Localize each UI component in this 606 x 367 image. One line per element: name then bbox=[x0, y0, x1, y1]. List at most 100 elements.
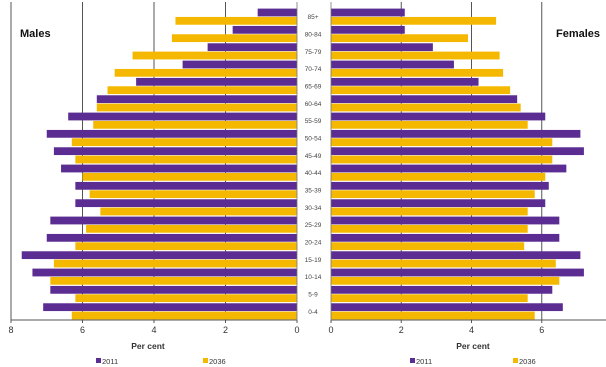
bar-males-2036-55-59 bbox=[93, 120, 297, 129]
bar-males-2011-55-59 bbox=[68, 112, 297, 121]
bar-females-2011-10-14 bbox=[331, 268, 584, 277]
bar-females-2011-70-74 bbox=[331, 60, 454, 69]
bar-males-2036-85+ bbox=[175, 16, 297, 25]
age-group-label: 5-9 bbox=[308, 292, 318, 299]
age-group-label: 30-34 bbox=[305, 205, 322, 212]
bar-males-2011-30-34 bbox=[75, 199, 297, 208]
x-tick-label: 0 bbox=[328, 325, 333, 335]
bar-males-2011-20-24 bbox=[46, 233, 297, 242]
bar-males-2036-0-4 bbox=[71, 311, 298, 320]
legend-swatch-2011 bbox=[96, 358, 101, 363]
bar-females-2036-30-34 bbox=[331, 207, 528, 216]
bar-females-2011-75-79 bbox=[331, 43, 433, 52]
bar-males-2036-65-69 bbox=[107, 86, 298, 95]
age-group-label: 35-39 bbox=[305, 188, 322, 195]
x-tick-label: 6 bbox=[539, 325, 544, 335]
bar-males-2036-70-74 bbox=[114, 68, 297, 77]
bar-females-2036-45-49 bbox=[331, 155, 553, 164]
age-group-label: 65-69 bbox=[305, 84, 322, 91]
x-tick-label: 8 bbox=[8, 325, 13, 335]
bar-females-2011-25-29 bbox=[331, 216, 560, 225]
bar-females-2036-25-29 bbox=[331, 224, 528, 233]
bar-females-2011-15-19 bbox=[331, 251, 581, 260]
x-tick-label: 6 bbox=[80, 325, 85, 335]
bar-males-2011-40-44 bbox=[61, 164, 297, 173]
legend-label-2011: 2011 bbox=[102, 357, 118, 366]
age-group-label: 45-49 bbox=[305, 153, 322, 160]
age-group-label: 85+ bbox=[307, 14, 318, 21]
bar-males-2011-0-4 bbox=[43, 303, 297, 312]
bar-females-2036-10-14 bbox=[331, 276, 560, 285]
bar-males-2036-60-64 bbox=[96, 103, 297, 112]
legend-swatch-2011 bbox=[410, 358, 415, 363]
legend-swatch-2036 bbox=[203, 358, 208, 363]
x-axis-title: Per cent bbox=[456, 341, 490, 351]
bar-females-2011-5-9 bbox=[331, 285, 553, 294]
bar-males-2011-60-64 bbox=[96, 95, 297, 104]
x-tick-label: 2 bbox=[223, 325, 228, 335]
bar-males-2036-35-39 bbox=[89, 190, 298, 199]
bar-females-2011-20-24 bbox=[331, 233, 560, 242]
x-tick-label: 4 bbox=[469, 325, 474, 335]
bar-females-2036-75-79 bbox=[331, 51, 500, 60]
legend-swatch-2036 bbox=[513, 358, 518, 363]
bar-males-2036-30-34 bbox=[100, 207, 297, 216]
bar-males-2011-85+ bbox=[257, 8, 297, 17]
bar-females-2036-60-64 bbox=[331, 103, 521, 112]
bar-females-2036-65-69 bbox=[331, 86, 511, 95]
bar-females-2011-0-4 bbox=[331, 303, 563, 312]
age-group-label: 80-84 bbox=[305, 32, 322, 39]
bar-females-2036-50-54 bbox=[331, 138, 553, 147]
bar-males-2011-35-39 bbox=[75, 181, 297, 190]
males-title: Males bbox=[20, 28, 51, 40]
bar-females-2011-85+ bbox=[331, 8, 405, 17]
age-group-label: 50-54 bbox=[305, 136, 322, 143]
bar-males-2011-65-69 bbox=[136, 77, 297, 86]
bar-males-2036-45-49 bbox=[75, 155, 297, 164]
bar-females-2011-65-69 bbox=[331, 77, 479, 86]
legend-label-2036: 2036 bbox=[519, 357, 536, 366]
bar-females-2011-45-49 bbox=[331, 147, 584, 156]
age-group-label: 60-64 bbox=[305, 101, 322, 108]
legend-label-2011: 2011 bbox=[416, 357, 432, 366]
bar-males-2036-40-44 bbox=[82, 172, 297, 181]
bar-males-2011-10-14 bbox=[32, 268, 297, 277]
bar-males-2036-5-9 bbox=[75, 294, 297, 303]
females-title: Females bbox=[556, 28, 600, 40]
bar-females-2036-40-44 bbox=[331, 172, 546, 181]
bar-females-2036-55-59 bbox=[331, 120, 528, 129]
bar-males-2011-25-29 bbox=[50, 216, 298, 225]
bar-males-2011-50-54 bbox=[46, 129, 297, 138]
bar-males-2011-75-79 bbox=[207, 43, 297, 52]
bar-females-2036-70-74 bbox=[331, 68, 504, 77]
bar-males-2036-15-19 bbox=[53, 259, 298, 268]
bar-females-2011-30-34 bbox=[331, 199, 546, 208]
bar-females-2011-55-59 bbox=[331, 112, 546, 121]
bar-females-2011-35-39 bbox=[331, 181, 549, 190]
bar-females-2036-20-24 bbox=[331, 242, 525, 251]
age-group-label: 70-74 bbox=[305, 66, 322, 73]
bar-males-2036-20-24 bbox=[75, 242, 297, 251]
bar-males-2011-45-49 bbox=[53, 147, 298, 156]
bar-females-2011-40-44 bbox=[331, 164, 567, 173]
bar-males-2036-10-14 bbox=[50, 276, 298, 285]
age-group-label: 15-19 bbox=[305, 257, 322, 264]
bar-females-2011-60-64 bbox=[331, 95, 518, 104]
bar-males-2036-80-84 bbox=[171, 34, 297, 43]
age-group-label: 75-79 bbox=[305, 49, 322, 56]
bar-males-2011-5-9 bbox=[50, 285, 298, 294]
legend-label-2036: 2036 bbox=[209, 357, 226, 366]
age-group-label: 25-29 bbox=[305, 222, 322, 229]
bar-males-2036-25-29 bbox=[86, 224, 297, 233]
bar-males-2011-70-74 bbox=[182, 60, 297, 69]
x-tick-label: 0 bbox=[294, 325, 299, 335]
bar-females-2036-5-9 bbox=[331, 294, 528, 303]
bar-females-2036-35-39 bbox=[331, 190, 535, 199]
x-axis-title: Per cent bbox=[131, 341, 165, 351]
bar-females-2036-0-4 bbox=[331, 311, 535, 320]
bar-males-2036-75-79 bbox=[132, 51, 297, 60]
bar-females-2036-80-84 bbox=[331, 34, 468, 43]
males-panel: 8 6 4 2 0 Males Per cent 2011 2036 bbox=[8, 2, 300, 366]
